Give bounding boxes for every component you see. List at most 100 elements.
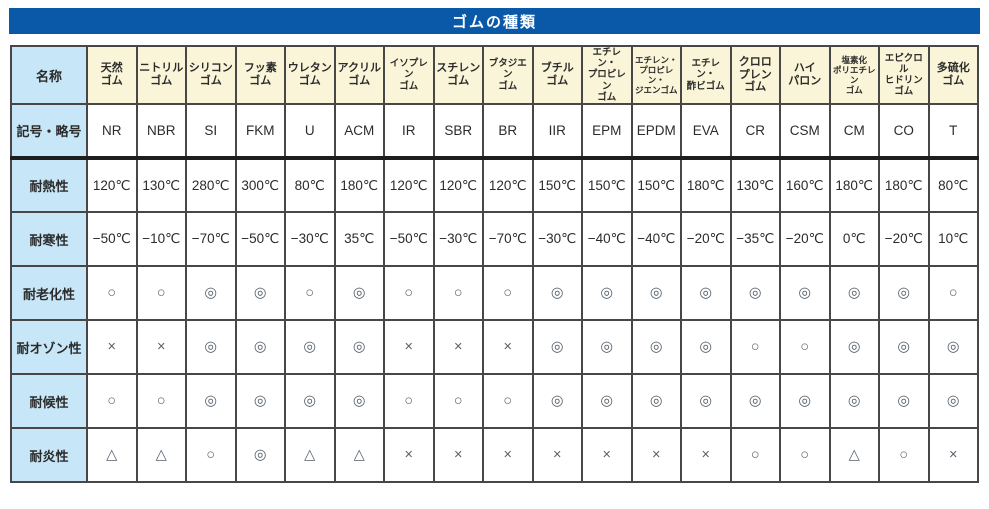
column-header: 塩素化 ポリエチレン ゴム [828, 44, 880, 106]
cell: ○ [927, 265, 979, 322]
cell: ◎ [680, 373, 732, 430]
cell: ◎ [531, 319, 583, 376]
cell: IIR [531, 103, 583, 161]
table-row: 耐寒性 −50℃ −10℃ −70℃ −50℃ −30℃ 35℃ −50℃ −30℃ −70℃ −3… [10, 211, 979, 268]
table-row: 耐老化性 ○ ○ ◎ ◎ ○ ◎ ○ ○ ○ ◎ ◎ ◎ ◎ ◎ ◎ ◎ ◎ ○ [10, 265, 979, 322]
cell: ◎ [531, 265, 583, 322]
cell: ◎ [185, 319, 237, 376]
cell: ◎ [828, 319, 880, 376]
column-header: イソプレン ゴム [383, 44, 435, 106]
cell: −30℃ [284, 211, 336, 268]
cell: 150℃ [531, 157, 583, 214]
column-header: 天然 ゴム [86, 44, 138, 106]
cell: CSM [779, 103, 831, 161]
cell: ◎ [581, 319, 633, 376]
cell: −10℃ [135, 211, 187, 268]
cell: ◎ [581, 373, 633, 430]
cell: ◎ [333, 319, 385, 376]
cell: × [383, 319, 435, 376]
title-bar: ゴムの種類 [9, 8, 980, 34]
cell: 300℃ [234, 157, 286, 214]
cell: ◎ [234, 319, 286, 376]
column-header: ニトリル ゴム [135, 44, 187, 106]
column-header: アクリル ゴム [333, 44, 385, 106]
cell: 10℃ [927, 211, 979, 268]
column-header: クロロ プレン ゴム [729, 44, 781, 106]
table-body: 記号・略号 NR NBR SI FKM U ACM IR SBR BR IIR EPM EPDM EVA C… [10, 103, 979, 484]
cell: ◎ [878, 373, 930, 430]
cell: ◎ [630, 319, 682, 376]
cell: ◎ [581, 265, 633, 322]
cell: EPDM [630, 103, 682, 161]
cell: 80℃ [284, 157, 336, 214]
cell: ◎ [284, 319, 336, 376]
table-row: 耐熱性 120℃ 130℃ 280℃ 300℃ 80℃ 180℃ 120℃ 120℃ 120℃ 15… [10, 157, 979, 214]
cell: × [86, 319, 138, 376]
cell: −70℃ [185, 211, 237, 268]
cell: −30℃ [432, 211, 484, 268]
column-header: 多硫化 ゴム [927, 44, 979, 106]
cell: −20℃ [878, 211, 930, 268]
cell: 130℃ [135, 157, 187, 214]
cell: × [680, 427, 732, 484]
cell: × [482, 319, 534, 376]
cell: ◎ [333, 265, 385, 322]
cell: ◎ [729, 265, 781, 322]
cell: ○ [482, 265, 534, 322]
cell: △ [333, 427, 385, 484]
column-header: エピクロル ヒドリン ゴム [878, 44, 930, 106]
row-label: 耐候性 [10, 373, 88, 430]
cell: −30℃ [531, 211, 583, 268]
column-header: エチレン・ プロピレン ゴム [581, 44, 633, 106]
column-header: ブタジエン ゴム [482, 44, 534, 106]
cell: CO [878, 103, 930, 161]
column-header: スチレン ゴム [432, 44, 484, 106]
cell: ○ [135, 373, 187, 430]
cell: ○ [482, 373, 534, 430]
cell: −70℃ [482, 211, 534, 268]
cell: × [432, 319, 484, 376]
cell: 150℃ [581, 157, 633, 214]
row-label: 耐寒性 [10, 211, 88, 268]
cell: ◎ [185, 265, 237, 322]
table-row: 耐オゾン性 × × ◎ ◎ ◎ ◎ × × × ◎ ◎ ◎ ◎ ○ ○ ◎ ◎ ◎ [10, 319, 979, 376]
cell: CM [828, 103, 880, 161]
cell: ◎ [531, 373, 583, 430]
cell: 180℃ [878, 157, 930, 214]
row-label: 耐熱性 [10, 157, 88, 214]
column-header: エチレン・ プロピレン・ ジエンゴム [630, 44, 682, 106]
row-label: 耐オゾン性 [10, 319, 88, 376]
cell: ◎ [878, 265, 930, 322]
cell: ◎ [630, 265, 682, 322]
cell: ◎ [828, 373, 880, 430]
cell: × [581, 427, 633, 484]
cell: ○ [432, 265, 484, 322]
cell: BR [482, 103, 534, 161]
cell: 160℃ [779, 157, 831, 214]
cell: ◎ [680, 265, 732, 322]
cell: ○ [878, 427, 930, 484]
cell: −50℃ [234, 211, 286, 268]
cell: 120℃ [383, 157, 435, 214]
cell: NBR [135, 103, 187, 161]
column-header: ウレタン ゴム [284, 44, 336, 106]
cell: △ [828, 427, 880, 484]
cell: ◎ [927, 373, 979, 430]
cell: 35℃ [333, 211, 385, 268]
cell: ○ [729, 319, 781, 376]
page-title: ゴムの種類 [451, 13, 537, 31]
cell: △ [86, 427, 138, 484]
cell: ○ [729, 427, 781, 484]
table-row: 記号・略号 NR NBR SI FKM U ACM IR SBR BR IIR EPM EPDM EVA C… [10, 103, 979, 161]
cell: 280℃ [185, 157, 237, 214]
cell: ○ [185, 427, 237, 484]
cell: EPM [581, 103, 633, 161]
cell: 120℃ [432, 157, 484, 214]
cell: SBR [432, 103, 484, 161]
cell: 80℃ [927, 157, 979, 214]
table-row: 耐炎性 △ △ ○ ◎ △ △ × × × × × × × ○ ○ △ ○ × [10, 427, 979, 484]
cell: × [927, 427, 979, 484]
cell: ◎ [828, 265, 880, 322]
cell: EVA [680, 103, 732, 161]
cell: CR [729, 103, 781, 161]
